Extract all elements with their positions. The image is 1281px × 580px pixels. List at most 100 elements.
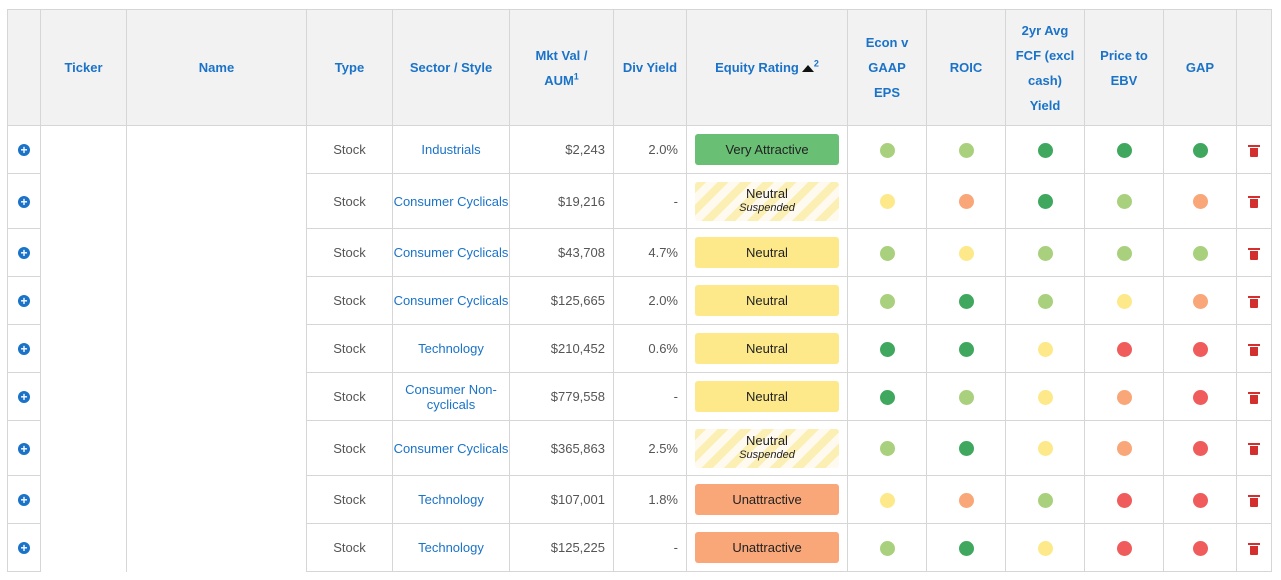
header-price[interactable]: Price to EBV (1084, 9, 1164, 126)
ticker-cell (40, 475, 127, 524)
table-row: + Stock Technology $107,001 1.8% Unattractive (7, 475, 1272, 524)
rating-label: Unattractive (732, 540, 802, 555)
price-rating-dot (1116, 492, 1132, 508)
header-mktval[interactable]: Mkt Val / AUM1 (509, 9, 614, 126)
plus-circle-icon[interactable]: + (18, 247, 30, 259)
gap-cell (1163, 523, 1237, 572)
trash-icon[interactable] (1248, 343, 1260, 356)
plus-circle-icon[interactable]: + (18, 144, 30, 156)
rating-badge: Neutral (695, 237, 839, 268)
price-cell (1084, 276, 1164, 325)
header-gap[interactable]: GAP (1163, 9, 1237, 126)
table-row: + Stock Industrials $2,243 2.0% Very Attracti… (7, 125, 1272, 174)
header-type[interactable]: Type (306, 9, 393, 126)
gap-cell (1163, 173, 1237, 229)
plus-circle-icon[interactable]: + (18, 295, 30, 307)
sector-link[interactable]: Consumer Cyclicals (392, 276, 510, 325)
type-cell: Stock (306, 523, 393, 572)
trash-icon[interactable] (1248, 494, 1260, 507)
trash-icon[interactable] (1248, 144, 1260, 157)
table-row: + Stock Consumer Non-cyclicals $779,558- Neu… (7, 372, 1272, 421)
rating-cell: Very Attractive (686, 125, 848, 174)
fcf-cell (1005, 420, 1085, 476)
roic-cell (926, 173, 1006, 229)
trash-icon[interactable] (1248, 295, 1260, 308)
rating-cell: Unattractive (686, 475, 848, 524)
type-cell: Stock (306, 475, 393, 524)
header-fcf[interactable]: 2yr Avg FCF (excl cash) Yield (1005, 9, 1085, 126)
header-name[interactable]: Name (126, 9, 307, 126)
price-cell (1084, 372, 1164, 421)
fcf-rating-dot (1037, 441, 1053, 457)
price-cell (1084, 125, 1164, 174)
header-roic[interactable]: ROIC (926, 9, 1006, 126)
sector-link[interactable]: Industrials (392, 125, 510, 174)
gap-cell (1163, 372, 1237, 421)
roic-cell (926, 372, 1006, 421)
sector-link[interactable]: Technology (392, 324, 510, 373)
header-mktval-label-2: AUM (544, 72, 574, 88)
price-rating-dot (1116, 441, 1132, 457)
sector-link[interactable]: Consumer Cyclicals (392, 228, 510, 277)
delete-cell (1236, 475, 1272, 524)
name-cell (126, 125, 307, 174)
trash-icon[interactable] (1248, 247, 1260, 260)
fcf-rating-dot (1037, 492, 1053, 508)
name-cell (126, 475, 307, 524)
roic-rating-dot (958, 389, 974, 405)
plus-circle-icon[interactable]: + (18, 442, 30, 455)
fcf-cell (1005, 372, 1085, 421)
header-ticker[interactable]: Ticker (40, 9, 127, 126)
trash-icon[interactable] (1248, 542, 1260, 555)
header-rating-label: Equity Rating (715, 60, 799, 75)
divyield-cell: - (613, 523, 687, 572)
fcf-rating-dot (1037, 194, 1053, 210)
rating-sublabel: Suspended (739, 201, 795, 214)
header-econ[interactable]: Econ v GAAP EPS (847, 9, 927, 126)
fcf-cell (1005, 276, 1085, 325)
price-cell (1084, 523, 1164, 572)
delete-cell (1236, 324, 1272, 373)
sector-link[interactable]: Consumer Cyclicals (392, 173, 510, 229)
plus-circle-icon[interactable]: + (18, 195, 30, 208)
header-rating[interactable]: Equity Rating 2 (686, 9, 848, 126)
ticker-cell (40, 324, 127, 373)
econ-rating-dot (879, 293, 895, 309)
header-divyield[interactable]: Div Yield (613, 9, 687, 126)
trash-icon[interactable] (1248, 443, 1260, 456)
price-rating-dot (1116, 341, 1132, 357)
plus-circle-icon[interactable]: + (18, 343, 30, 355)
header-sector[interactable]: Sector / Style (392, 9, 510, 126)
trash-icon[interactable] (1248, 196, 1260, 209)
roic-cell (926, 125, 1006, 174)
rating-label: Neutral (746, 341, 788, 356)
econ-cell (847, 372, 927, 421)
expand-cell: + (7, 125, 41, 174)
gap-cell (1163, 324, 1237, 373)
portfolio-table: Ticker Name Type Sector / Style Mkt Val … (7, 9, 1272, 572)
roic-rating-dot (958, 245, 974, 261)
plus-circle-icon[interactable]: + (18, 542, 30, 554)
fcf-rating-dot (1037, 540, 1053, 556)
divyield-cell: 2.0% (613, 125, 687, 174)
rating-cell: Neutral (686, 228, 848, 277)
gap-cell (1163, 420, 1237, 476)
sector-link[interactable]: Consumer Cyclicals (392, 420, 510, 476)
sort-ascending-icon[interactable] (801, 65, 814, 73)
econ-rating-dot (879, 492, 895, 508)
rating-badge: Neutral Suspended (695, 428, 839, 468)
sector-link[interactable]: Technology (392, 523, 510, 572)
roic-rating-dot (958, 142, 974, 158)
fcf-cell (1005, 173, 1085, 229)
econ-rating-dot (879, 441, 895, 457)
price-rating-dot (1116, 245, 1132, 261)
sector-link[interactable]: Consumer Non-cyclicals (392, 372, 510, 421)
plus-circle-icon[interactable]: + (18, 391, 30, 403)
trash-icon[interactable] (1248, 391, 1260, 404)
fcf-rating-dot (1037, 142, 1053, 158)
sector-link[interactable]: Technology (392, 475, 510, 524)
gap-rating-dot (1192, 341, 1208, 357)
fcf-cell (1005, 475, 1085, 524)
type-cell: Stock (306, 372, 393, 421)
plus-circle-icon[interactable]: + (18, 494, 30, 506)
